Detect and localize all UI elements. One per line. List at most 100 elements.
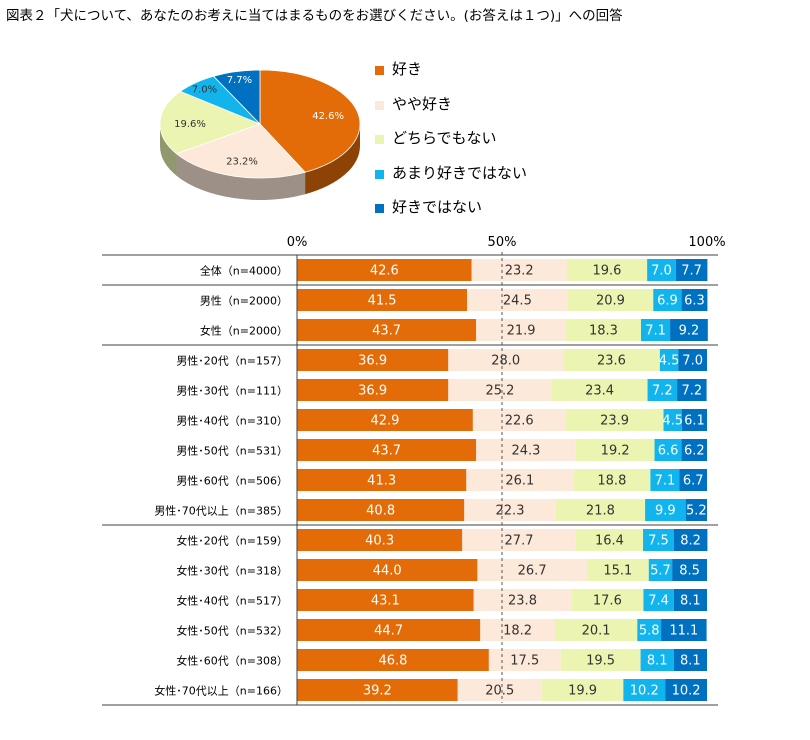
bar-value-label: 5.7 [650,564,671,579]
bar-segment-like [297,529,463,551]
bar-segment-somewhat-like [472,409,566,431]
bar-value-label: 27.7 [505,534,534,549]
bar-value-label: 28.0 [491,354,520,369]
bar-value-label: 19.9 [568,684,597,699]
bar-segment-like [297,499,465,521]
bar-segment-somewhat-like [488,649,561,671]
category-label: 女性･20代（n=159） [176,534,288,548]
category-label: 男性･30代（n=111） [176,384,288,398]
bar-segment-somewhat-like [473,589,572,611]
pie-label-somewhat-like: 23.2% [226,157,258,168]
bar-value-label: 11.1 [669,624,698,639]
bar-segment-somewhat-like [462,529,576,551]
bar-segment-somewhat-dislike [645,499,686,521]
bar-value-label: 16.4 [595,534,624,549]
bar-value-label: 21.8 [586,504,615,519]
bar-value-label: 44.0 [373,564,402,579]
legend-swatch-somewhat-dislike [375,169,384,179]
bar-value-label: 8.1 [680,654,701,669]
bar-segment-somewhat-dislike [650,469,680,491]
bar-value-label: 15.1 [603,564,632,579]
bar-segment-neutral [555,499,646,521]
bar-segment-somewhat-like [476,319,566,341]
bar-segment-somewhat-like [457,679,542,701]
category-label: 男性･20代（n=157） [176,354,288,368]
bar-value-label: 8.5 [679,564,700,579]
legend-swatch-somewhat-like [375,100,384,110]
bar-segment-somewhat-like [476,439,576,461]
bar-value-label: 6.2 [684,444,705,459]
bar-segment-like [297,259,472,281]
bar-segment-dislike [675,259,708,281]
chart-title: 図表２「犬について、あなたのお考えに当てはまるものをお選びください。(お答えは１… [6,8,623,24]
category-label: 男性･40代（n=310） [176,414,288,428]
bar-value-label: 6.7 [683,474,704,489]
bar-value-label: 8.2 [680,534,701,549]
bar-segment-somewhat-dislike [643,589,674,611]
bar-segment-neutral [554,619,638,641]
bar-value-label: 17.6 [593,594,622,609]
bar-value-label: 22.3 [496,504,525,519]
bar-segment-dislike [665,679,707,701]
category-label: 女性･30代（n=318） [176,564,288,578]
bar-segment-somewhat-dislike [643,529,674,551]
bar-value-label: 5.8 [639,624,660,639]
bar-segment-neutral [541,679,624,701]
bar-segment-neutral [551,379,648,401]
bar-segment-dislike [672,559,707,581]
bar-value-label: 23.6 [597,354,626,369]
bar-value-label: 40.8 [366,504,395,519]
bar-value-label: 7.0 [651,264,672,279]
bar-segment-dislike [673,529,708,551]
pie-slice-like [259,69,361,173]
bar-value-label: 10.2 [672,684,701,699]
bar-value-label: 41.5 [368,294,397,309]
bar-segment-neutral [566,259,648,281]
bar-value-label: 8.1 [647,654,668,669]
bar-segment-dislike [681,439,707,461]
x-tick-label: 0% [287,235,308,250]
bar-value-label: 10.2 [630,684,659,699]
bar-value-label: 42.6 [370,264,399,279]
legend-label-neutral: どちらでもない [392,129,497,147]
bar-value-label: 36.9 [358,354,387,369]
bar-value-label: 39.2 [363,684,392,699]
bar-value-label: 24.3 [512,444,541,459]
bar-segment-neutral [560,649,641,671]
bar-value-label: 7.1 [655,474,676,489]
bar-value-label: 43.7 [372,324,401,339]
legend-swatch-dislike [375,204,384,213]
pie-side-neutral [160,124,177,176]
bar-value-label: 7.5 [648,534,669,549]
bar-value-label: 23.8 [508,594,537,609]
bar-value-label: 7.0 [682,354,703,369]
bar-segment-neutral [567,289,654,311]
category-label: 女性･50代（n=532） [176,624,288,638]
bar-value-label: 7.7 [681,264,702,279]
legend-label-dislike: 好きではない [392,198,483,216]
bar-segment-somewhat-dislike [647,379,678,401]
bar-value-label: 25.2 [485,384,514,399]
bar-value-label: 6.1 [684,414,705,429]
pie-slice-dislike [212,69,261,125]
bar-segment-like [297,619,481,641]
bar-segment-somewhat-like [471,259,567,281]
bar-segment-somewhat-dislike [653,289,682,311]
pie-chart: 42.6% 23.2% 19.6% 7.0% 7.7% [159,69,361,200]
legend-swatch-neutral [375,135,384,144]
bar-value-label: 44.7 [374,624,403,639]
bar-segment-neutral [573,469,651,491]
bar-segment-somewhat-like [448,349,564,371]
bar-value-label: 23.9 [600,414,629,429]
bar-segment-dislike [678,349,707,371]
category-label: 女性･70代以上（n=166） [154,684,288,698]
bar-segment-dislike [679,469,707,491]
category-label: 男性･50代（n=531） [176,444,288,458]
bar-segment-like [297,349,449,371]
category-label: 男性･60代（n=506） [176,474,288,488]
bar-value-label: 26.1 [505,474,534,489]
bar-segment-somewhat-dislike [654,439,682,461]
bar-value-label: 4.5 [659,354,680,369]
bar-value-label: 8.1 [680,594,701,609]
bar-value-label: 24.5 [503,294,532,309]
